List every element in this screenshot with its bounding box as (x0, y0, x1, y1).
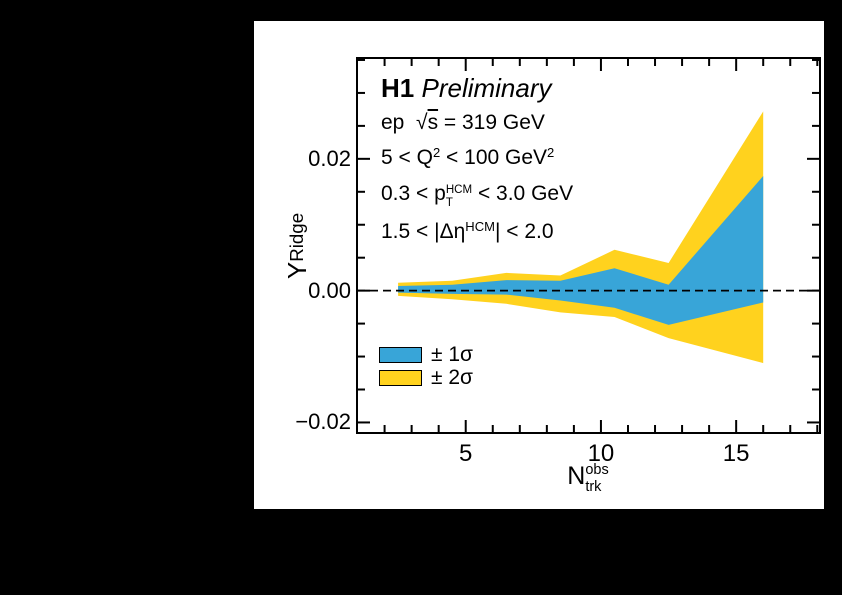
annotation-segment: HCM T (445, 183, 473, 209)
legend-swatch-1sigma (379, 347, 422, 363)
annotation-segment: | < 2.0 (494, 220, 554, 243)
legend-label-1sigma: ± 1σ (431, 343, 473, 366)
plot-canvas: H1 Preliminary ep √s = 319 GeV 5 < Q2 < 10… (254, 21, 824, 509)
annotation-eta-range: 1.5 < |ΔηHCM| < 2.0 (381, 219, 554, 245)
annotation-segment: 1.5 < |Δη (381, 220, 466, 243)
y-tick-label: 0.00 (308, 277, 351, 303)
annotation-segment: = 319 GeV (438, 111, 545, 134)
y-axis-title-base: Y (281, 261, 312, 280)
annotation-beam: ep √s = 319 GeV (381, 110, 545, 136)
plot-frame (356, 57, 821, 434)
x-axis-title-sub: trk (585, 478, 602, 495)
annotation-pt-range: 0.3 < p HCM T < 3.0 GeV (381, 181, 573, 210)
annotation-segment: 0.3 < p (381, 182, 446, 205)
annotation-segment: ep (381, 111, 417, 134)
annotation-segment: < 3.0 GeV (472, 182, 574, 205)
legend-swatch-2sigma (379, 370, 422, 386)
y-axis-title-sub: Ridge (286, 212, 307, 262)
annotation-segment: 2 (547, 144, 555, 160)
y-tick-label: 0.02 (308, 145, 351, 171)
x-axis-title-base: N (567, 462, 586, 490)
annotation-segment: 5 < Q (381, 146, 433, 169)
x-axis-title-stack: obs trk (585, 462, 608, 495)
legend-item-2sigma: ± 2σ (379, 366, 473, 389)
annotation-segment: < 100 GeV (440, 146, 548, 169)
annotation-title: H1 Preliminary (381, 73, 552, 103)
annotation-segment: √ (416, 111, 428, 134)
annotation-segment: H1 (381, 73, 415, 103)
x-tick-label: 10 (587, 440, 615, 467)
band-1sigma (398, 176, 764, 325)
chart-area (356, 57, 821, 434)
y-tick-label: −0.02 (295, 409, 351, 435)
x-tick-label: 15 (722, 440, 750, 467)
x-tick-label: 5 (459, 440, 473, 467)
legend-item-1sigma: ± 1σ (379, 343, 473, 366)
annotation-q2-range: 5 < Q2 < 100 GeV2 (381, 145, 554, 171)
x-axis-title-sup: obs (585, 462, 609, 479)
annotation-segment: HCM (465, 218, 495, 234)
legend-label-2sigma: ± 2σ (431, 366, 473, 389)
annotation-segment: s (427, 111, 439, 134)
annotation-segment: Preliminary (421, 73, 552, 103)
annotation-segment: 2 (432, 144, 441, 160)
